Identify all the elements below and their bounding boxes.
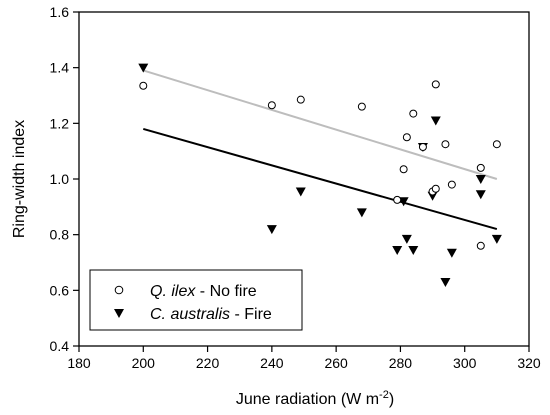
point-q-ilex	[447, 180, 456, 189]
point-c-australis	[440, 277, 451, 287]
point-c-australis	[475, 190, 486, 200]
y-tick-label: 0.8	[50, 227, 70, 243]
point-c-australis	[408, 245, 419, 255]
point-q-ilex	[393, 195, 402, 204]
x-tick-label: 180	[67, 355, 91, 371]
point-q-ilex	[418, 142, 427, 151]
point-c-australis	[491, 234, 502, 244]
point-c-australis	[295, 187, 306, 197]
legend-marker-c-australis	[114, 309, 124, 318]
point-q-ilex	[431, 80, 440, 89]
point-q-ilex	[476, 163, 485, 172]
point-q-ilex	[402, 133, 411, 142]
point-c-australis	[392, 245, 403, 255]
fit-line-q-ilex	[142, 69, 498, 180]
point-c-australis	[430, 116, 441, 126]
fit-line-c-australis	[143, 127, 498, 231]
point-q-ilex	[357, 102, 366, 111]
y-tick-label: 1.2	[50, 115, 70, 131]
point-q-ilex	[492, 140, 501, 149]
x-tick-label: 240	[260, 355, 284, 371]
y-tick-label: 0.6	[50, 282, 70, 298]
x-axis: 180 200 220 240 260 280 300 320	[67, 346, 541, 371]
point-q-ilex	[476, 241, 485, 250]
legend-marker-q-ilex	[114, 285, 124, 295]
point-c-australis	[356, 208, 367, 218]
point-c-australis	[266, 225, 277, 235]
point-q-ilex	[267, 101, 276, 110]
point-c-australis	[446, 248, 457, 258]
y-tick-label: 1.4	[50, 60, 70, 76]
legend: Q. ilex - No fire C. australis - Fire	[89, 269, 303, 331]
y-tick-label: 1.6	[50, 4, 70, 20]
point-q-ilex	[409, 109, 418, 118]
legend-label-c-australis: C. australis - Fire	[150, 306, 272, 323]
legend-box	[89, 269, 303, 331]
point-c-australis	[475, 175, 486, 184]
x-tick-label: 300	[453, 355, 477, 371]
x-tick-label: 260	[324, 355, 348, 371]
point-c-australis	[138, 63, 149, 73]
fit-lines	[142, 69, 498, 231]
y-tick-label: 1.0	[50, 171, 70, 187]
x-axis-title: June radiation (W m-2)	[236, 389, 394, 408]
x-tick-label: 220	[196, 355, 220, 371]
point-c-australis	[401, 234, 412, 244]
y-axis: 0.4 0.6 0.8 1.0 1.2 1.4 1.6	[50, 4, 79, 354]
y-tick-label: 0.4	[50, 338, 70, 354]
x-tick-label: 280	[389, 355, 413, 371]
legend-label-q-ilex: Q. ilex - No fire	[150, 283, 257, 300]
point-q-ilex	[399, 165, 408, 174]
x-tick-label: 200	[132, 355, 156, 371]
x-tick-label: 320	[517, 355, 541, 371]
point-q-ilex	[441, 140, 450, 149]
point-q-ilex	[431, 184, 440, 193]
data-points	[138, 63, 502, 287]
point-q-ilex	[139, 81, 148, 90]
point-q-ilex	[296, 95, 305, 104]
y-axis-title: Ring-width index	[11, 120, 28, 238]
